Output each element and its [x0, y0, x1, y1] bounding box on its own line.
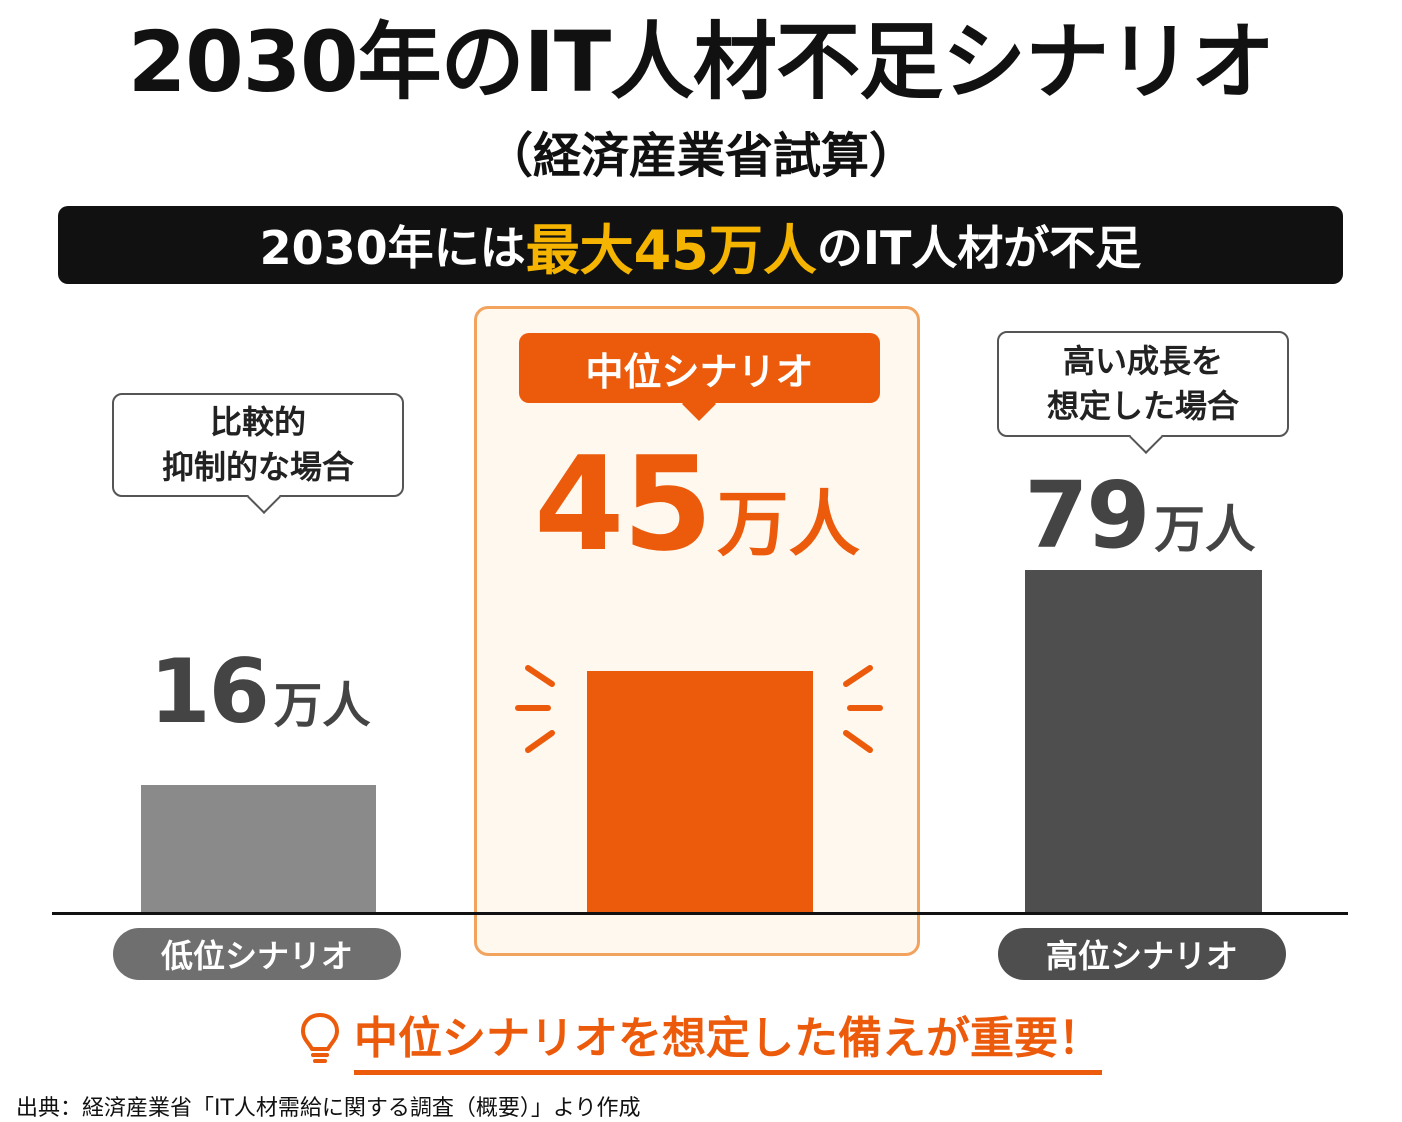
mid-bubble-label: 中位シナリオ: [585, 349, 814, 394]
data-label-mid-number: 45: [534, 428, 713, 580]
data-label-unit: 万人: [1154, 500, 1256, 559]
data-label-unit: 万人: [716, 483, 860, 566]
data-label-mid: 45万人: [474, 428, 920, 580]
category-label-low: 低位シナリオ: [113, 928, 401, 980]
summary-banner: 2030年には 最大45万人 のIT人材が不足: [58, 206, 1343, 284]
banner-suffix: のIT人材が不足: [816, 221, 1142, 275]
source-note: 出典：経済産業省「IT人材需給に関する調査（概要）」より作成: [16, 1096, 641, 1121]
low-bubble-line1: 比較的: [209, 403, 306, 442]
lightbulb-icon: [301, 1012, 339, 1063]
data-label-high: 79 万人: [990, 462, 1290, 569]
data-label-low-number: 16: [149, 640, 269, 743]
bar-mid-scenario: [587, 671, 813, 912]
conclusion-text: 中位シナリオを想定した備えが重要！: [354, 1002, 1102, 1075]
high-bubble-line1: 高い成長を: [1062, 342, 1223, 381]
low-bubble-line2: 抑制的な場合: [161, 448, 354, 486]
mid-scenario-bubble: 中位シナリオ: [519, 333, 880, 421]
bar-low-scenario: [141, 785, 376, 912]
data-label-low: 16 万人: [110, 640, 410, 743]
data-label-unit: 万人: [273, 678, 371, 734]
x-axis-baseline: [52, 912, 1348, 915]
burst-mark: [843, 665, 873, 687]
burst-mark: [525, 665, 555, 687]
banner-highlight: 最大45万人: [525, 218, 817, 282]
bar-high-scenario: [1025, 570, 1262, 912]
chart-subtitle: （経済産業省試算）: [484, 128, 917, 184]
burst-mark: [525, 730, 555, 753]
high-bubble-line2: 想定した場合: [1046, 387, 1239, 425]
category-label-high: 高位シナリオ: [998, 928, 1286, 980]
chart-title: 2030年のIT人材不足シナリオ: [127, 13, 1275, 111]
burst-mark: [843, 730, 873, 753]
banner-prefix: 2030年には: [259, 221, 526, 275]
conclusion: 中位シナリオを想定した備えが重要！: [0, 1002, 1402, 1075]
high-scenario-bubble: 高い成長を 想定した場合: [997, 331, 1289, 454]
low-scenario-bubble: 比較的 抑制的な場合: [112, 393, 404, 514]
data-label-high-number: 79: [1024, 462, 1150, 569]
